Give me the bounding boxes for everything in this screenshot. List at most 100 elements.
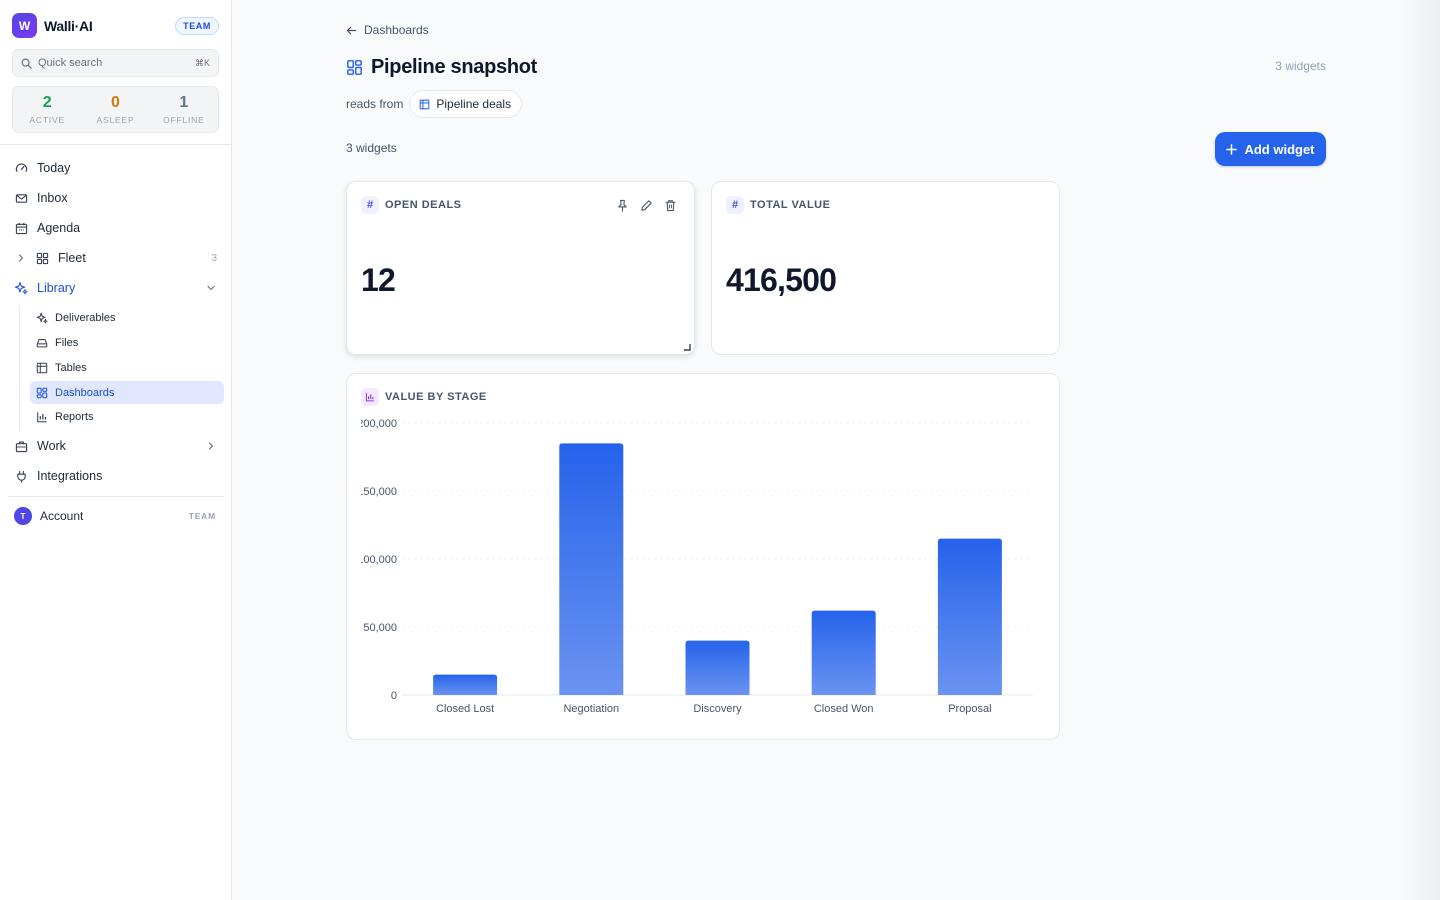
- stat-asleep[interactable]: 0 ASLEEP: [81, 87, 149, 132]
- chevron-right-icon[interactable]: [14, 251, 28, 265]
- stat-active-value: 2: [42, 94, 52, 111]
- stat-active[interactable]: 2 ACTIVE: [13, 87, 81, 132]
- sidebar-item-label: Today: [37, 161, 71, 175]
- sidebar-item-label: Fleet: [58, 251, 86, 265]
- chevron-right-icon[interactable]: [206, 441, 216, 451]
- pin-icon[interactable]: [614, 197, 630, 213]
- widget-header: # TOTAL VALUE: [726, 196, 830, 214]
- app-name[interactable]: Walli·AI: [44, 17, 93, 34]
- search-icon: [21, 58, 32, 69]
- search-placeholder: Quick search: [38, 57, 103, 69]
- page-edge-shadow: [1400, 0, 1440, 900]
- sidebar-item-files[interactable]: Files: [30, 331, 224, 354]
- trash-icon[interactable]: [662, 197, 678, 213]
- widget-title: VALUE BY STAGE: [385, 391, 487, 403]
- sidebar-item-tables[interactable]: Tables: [30, 356, 224, 379]
- brand: W Walli·AI TEAM: [12, 13, 219, 38]
- account-plan-badge: TEAM: [188, 511, 216, 521]
- reads-from-label: reads from: [346, 97, 404, 111]
- x-tick-label: Proposal: [948, 703, 991, 715]
- sidebar-item-reports[interactable]: Reports: [30, 405, 224, 428]
- sidebar-item-integrations[interactable]: Integrations: [8, 463, 224, 489]
- sidebar-divider: [8, 496, 224, 497]
- widget-open-deals[interactable]: # OPEN DEALS 12: [346, 181, 695, 355]
- x-tick-label: Negotiation: [563, 703, 619, 715]
- chevron-down-icon[interactable]: [206, 283, 216, 293]
- y-tick-label: 0: [391, 690, 397, 702]
- sidebar-item-label: Agenda: [37, 221, 81, 235]
- gauge-icon: [14, 161, 28, 175]
- sidebar-item-today[interactable]: Today: [8, 155, 224, 181]
- widget-toolbar: [614, 197, 678, 213]
- plan-badge: TEAM: [175, 16, 219, 35]
- agent-status-summary: 2 ACTIVE 0 ASLEEP 1 OFFLINE: [12, 86, 219, 133]
- sidebar-item-label: Library: [37, 281, 76, 295]
- x-tick-label: Closed Won: [814, 703, 874, 715]
- y-tick-label: 100,000: [357, 554, 397, 566]
- page-header: Pipeline snapshot: [346, 54, 537, 80]
- dashboard-icon: [347, 59, 362, 75]
- app-logo[interactable]: W: [12, 13, 37, 38]
- sparkles-icon: [14, 281, 28, 295]
- add-widget-button[interactable]: Add widget: [1215, 132, 1326, 166]
- bar-closed-won: [811, 610, 876, 695]
- sidebar-item-dashboards[interactable]: Dashboards: [30, 381, 224, 404]
- table-icon: [36, 362, 48, 374]
- account-menu[interactable]: T Account TEAM: [8, 505, 224, 527]
- bar-negotiation: [559, 443, 624, 695]
- breadcrumb-link[interactable]: Dashboards: [364, 23, 429, 37]
- x-tick-label: Closed Lost: [436, 703, 494, 715]
- widget-title: OPEN DEALS: [385, 199, 462, 211]
- x-tick-label: Discovery: [693, 703, 742, 715]
- sidebar: W Walli·AI TEAM Quick search ⌘K 2 ACTIVE…: [0, 0, 232, 900]
- stat-active-label: ACTIVE: [29, 115, 65, 125]
- sidebar-item-label: Dashboards: [55, 386, 115, 399]
- sidebar-divider: [0, 144, 231, 145]
- sidebar-item-label: Work: [37, 439, 66, 453]
- sidebar-item-fleet[interactable]: Fleet 3: [8, 245, 224, 271]
- subnav-guide-line: [19, 306, 20, 430]
- data-source-row: reads from Pipeline deals: [346, 90, 523, 118]
- bar-discovery: [685, 640, 750, 695]
- fleet-count: 3: [211, 252, 217, 264]
- table-icon: [420, 99, 430, 109]
- source-table-pill[interactable]: Pipeline deals: [409, 90, 523, 118]
- search-shortcut: ⌘K: [194, 57, 210, 68]
- sidebar-item-label: Files: [55, 336, 79, 349]
- breadcrumb[interactable]: Dashboards: [346, 22, 429, 38]
- sidebar-item-inbox[interactable]: Inbox: [8, 185, 224, 211]
- sidebar-item-work[interactable]: Work: [8, 433, 224, 459]
- grid-icon: [35, 251, 49, 265]
- sidebar-item-label: Inbox: [37, 191, 68, 205]
- arrow-left-icon: [346, 26, 357, 34]
- y-tick-label: 50,000: [363, 622, 397, 634]
- number-icon: #: [726, 196, 744, 214]
- sidebar-item-deliverables[interactable]: Deliverables: [30, 306, 224, 329]
- edit-icon[interactable]: [638, 197, 654, 213]
- sidebar-item-label: Deliverables: [55, 311, 116, 324]
- stat-asleep-label: ASLEEP: [96, 115, 135, 125]
- source-name: Pipeline deals: [436, 97, 512, 111]
- bar-closed-lost: [433, 674, 498, 695]
- widgets-count: 3 widgets: [346, 141, 397, 155]
- add-widget-label: Add widget: [1244, 141, 1315, 157]
- widget-value-by-stage[interactable]: VALUE BY STAGE 0 50,000 100,000 150,000 200,…: [346, 373, 1060, 740]
- widget-count-header: 3 widgets: [1275, 59, 1326, 73]
- widget-header: VALUE BY STAGE: [361, 388, 487, 406]
- sidebar-item-agenda[interactable]: Agenda: [8, 215, 224, 241]
- briefcase-icon: [14, 439, 28, 453]
- mail-icon: [14, 191, 28, 205]
- widget-total-value[interactable]: # TOTAL VALUE 416,500: [711, 181, 1060, 355]
- y-tick-label: 200,000: [357, 418, 397, 430]
- quick-search[interactable]: Quick search ⌘K: [12, 49, 219, 77]
- avatar: T: [14, 507, 32, 525]
- stat-asleep-value: 0: [111, 94, 120, 111]
- sidebar-item-library[interactable]: Library: [8, 275, 224, 301]
- stat-offline-value: 1: [179, 94, 189, 111]
- number-icon: #: [361, 196, 379, 214]
- dashboard-icon: [36, 387, 48, 399]
- resize-handle-icon[interactable]: [683, 343, 691, 351]
- page-title: Pipeline snapshot: [371, 55, 538, 78]
- bar-chart-icon: [36, 411, 48, 423]
- stat-offline[interactable]: 1 OFFLINE: [150, 87, 218, 132]
